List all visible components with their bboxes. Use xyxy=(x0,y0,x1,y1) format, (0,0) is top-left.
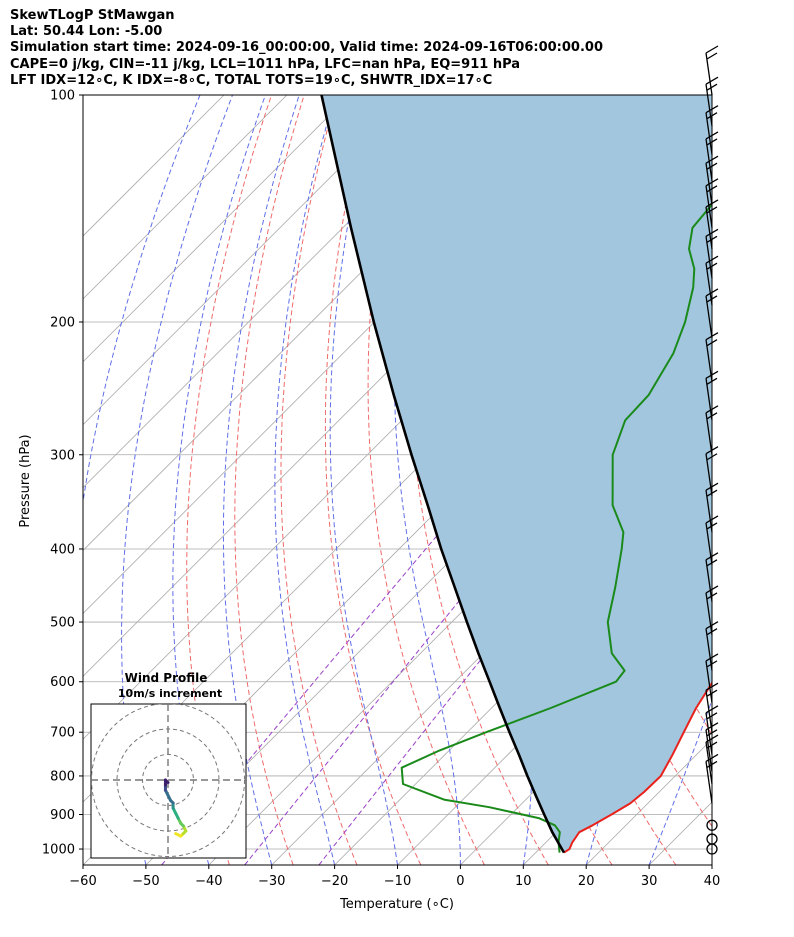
dry-adiabat-line xyxy=(367,95,485,865)
hodograph-trace-segment xyxy=(163,778,170,785)
barb-staff xyxy=(705,236,713,279)
y-tick-label: 900 xyxy=(50,808,75,823)
barb-staff xyxy=(705,559,713,602)
barb-flag xyxy=(706,52,718,60)
y-tick-label: 700 xyxy=(50,726,75,741)
time-line: Simulation start time: 2024-09-16_00:00:… xyxy=(10,40,603,56)
barb-staff xyxy=(705,206,713,250)
moist-adiabat-line xyxy=(172,95,266,865)
isotherm-line xyxy=(83,95,225,237)
isotherm-line xyxy=(83,95,351,363)
barb-staff xyxy=(705,84,713,127)
moist-adiabat-line xyxy=(711,863,712,865)
barb-flag xyxy=(705,45,719,54)
x-tick-label: 40 xyxy=(704,874,721,889)
barb-staff xyxy=(705,412,713,455)
x-tick-label: −30 xyxy=(258,874,285,889)
x-tick-label: 30 xyxy=(641,874,658,889)
mixing-ratio-line xyxy=(244,454,580,865)
x-tick-label: 10 xyxy=(515,874,532,889)
barb-staff xyxy=(705,628,713,671)
y-axis-label: Pressure (hPa) xyxy=(18,434,33,527)
y-tick-label: 600 xyxy=(50,675,75,690)
moist-adiabat-line xyxy=(393,95,461,865)
barb-staff xyxy=(705,741,713,785)
x-axis-label: Temperature (∘C) xyxy=(339,897,454,912)
barb-staff xyxy=(705,378,713,421)
axis-ticks: −60 −50 −40 −30 −20 −10 0 10 20 30 40 100 200 300 400 5… xyxy=(42,89,720,890)
moist-adiabat-line xyxy=(329,95,398,865)
parcel-path-line xyxy=(320,95,566,854)
isotherm-line xyxy=(334,487,712,865)
hodograph-title: Wind Profile xyxy=(125,671,208,685)
dry-adiabat-line xyxy=(234,95,305,865)
hodograph-subtitle: 10m/s increment xyxy=(118,687,222,700)
y-tick-label: 200 xyxy=(50,315,75,330)
y-tick-label: 500 xyxy=(50,616,75,631)
isotherm-line xyxy=(83,95,413,426)
barb-staff xyxy=(705,761,713,804)
temperature-line xyxy=(563,681,712,854)
isotherm-line xyxy=(711,864,712,865)
barb-staff xyxy=(705,592,713,635)
moist-adiabat-line xyxy=(222,95,300,865)
y-tick-label: 300 xyxy=(50,448,75,463)
chart-header: SkewTLogP StMawgan Lat: 50.44 Lon: -5.00… xyxy=(10,8,603,89)
x-tick-label: 0 xyxy=(456,874,464,889)
barb-flag xyxy=(706,83,718,91)
x-tick-label: −10 xyxy=(384,874,411,889)
isotherm-line xyxy=(83,95,476,489)
barb-staff xyxy=(705,295,713,339)
barb-staff xyxy=(705,660,713,703)
dry-adiabat-line xyxy=(324,95,422,865)
y-tick-label: 1000 xyxy=(42,843,75,858)
moist-adiabat-line xyxy=(648,698,712,865)
x-tick-label: 20 xyxy=(578,874,595,889)
barb-staff xyxy=(705,263,713,306)
location-line: Lat: 50.44 Lon: -5.00 xyxy=(10,24,163,40)
x-tick-label: −20 xyxy=(321,874,348,889)
barb-staff xyxy=(705,453,713,496)
y-tick-label: 100 xyxy=(50,89,75,104)
cin-shaded-area xyxy=(321,95,712,853)
x-tick-label: −60 xyxy=(69,874,96,889)
barb-staff xyxy=(705,522,713,566)
dry-adiabat-line xyxy=(280,95,358,865)
index-line: LFT IDX=12∘C, K IDX=-8∘C, TOTAL TOTS=19∘… xyxy=(10,72,493,88)
profile-lines xyxy=(320,95,712,854)
dewpoint-line xyxy=(400,197,712,853)
mixing-ratio-line xyxy=(161,454,506,865)
barb-staff xyxy=(705,712,713,755)
dry-adiabat-line xyxy=(186,95,272,865)
y-tick-label: 400 xyxy=(50,542,75,557)
chart-title: SkewTLogP StMawgan xyxy=(10,8,175,23)
barb-staff xyxy=(705,112,713,155)
y-tick-label: 800 xyxy=(50,769,75,784)
barb-staff xyxy=(705,185,713,228)
dry-adiabat-line xyxy=(728,95,794,865)
barb-staff xyxy=(705,490,713,533)
x-tick-label: −40 xyxy=(195,874,222,889)
hodograph-inset: Wind Profile 10m/s increment xyxy=(90,671,247,859)
cape-cin-fill xyxy=(321,95,712,853)
dry-adiabat-line xyxy=(760,95,794,865)
isotherm-line xyxy=(83,95,288,300)
barb-flag xyxy=(705,76,719,85)
barb-staff xyxy=(705,138,713,182)
x-tick-label: −50 xyxy=(132,874,159,889)
moist-adiabat-line xyxy=(274,95,336,865)
stability-line: CAPE=0 j/kg, CIN=-11 j/kg, LCL=1011 hPa,… xyxy=(10,56,521,72)
wind-barb xyxy=(705,76,719,127)
